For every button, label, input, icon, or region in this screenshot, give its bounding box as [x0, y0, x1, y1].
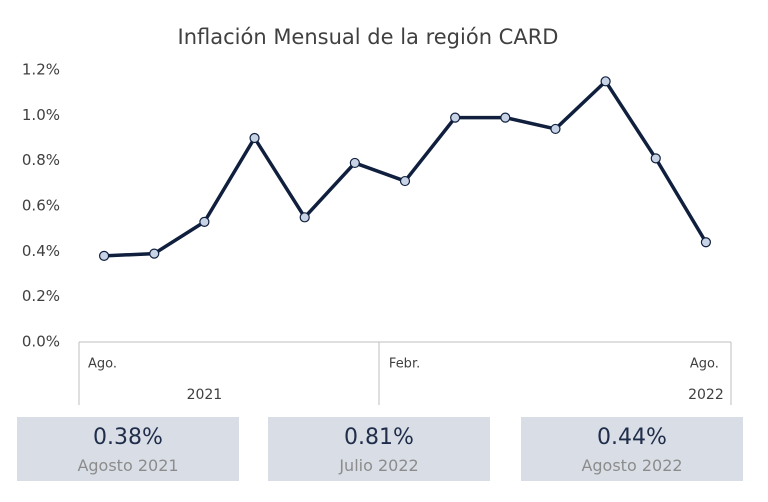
x-tick-label: Ago.: [88, 357, 117, 372]
kpi-label: Agosto 2021: [77, 456, 179, 475]
line: [103, 79, 708, 258]
marker: [299, 212, 310, 223]
kpi-label: Agosto 2022: [581, 456, 683, 475]
y-tick-label: 1.2%: [22, 61, 60, 79]
chart-title: Inflación Mensual de la región CARD: [178, 25, 559, 49]
marker: [500, 112, 511, 123]
x-tick-label: Ago.: [690, 357, 719, 372]
y-tick-label: 0.4%: [22, 242, 60, 260]
marker: [349, 157, 360, 169]
kpi-card: 0.81% Julio 2022: [268, 417, 490, 481]
year-label: 2021: [187, 387, 223, 403]
marker: [650, 153, 661, 164]
x-tick-label: Febr.: [389, 357, 420, 372]
chart: Inflación Mensual de la región CARD 0.0%…: [22, 25, 732, 405]
y-tick-label: 0.6%: [22, 197, 60, 215]
marker: [700, 237, 712, 248]
kpi-value: 0.44%: [597, 425, 667, 450]
y-tick-label: 0.0%: [22, 333, 60, 351]
marker: [199, 216, 210, 227]
marker: [149, 248, 160, 259]
kpi-value: 0.81%: [344, 425, 414, 450]
kpi-label: Julio 2022: [339, 456, 419, 475]
marker: [450, 112, 461, 123]
kpi-value: 0.38%: [93, 425, 163, 450]
y-tick-label: 0.8%: [22, 151, 60, 169]
kpi-card: 0.38% Agosto 2021: [17, 417, 239, 481]
y-tick-label: 0.2%: [22, 287, 60, 305]
marker: [600, 76, 611, 87]
marker: [550, 123, 561, 135]
year-label: 2022: [688, 387, 724, 403]
kpi-card: 0.44% Agosto 2022: [521, 417, 743, 481]
y-tick-label: 1.0%: [22, 106, 60, 124]
marker: [249, 132, 260, 144]
marker: [399, 175, 411, 187]
marker: [98, 250, 110, 261]
